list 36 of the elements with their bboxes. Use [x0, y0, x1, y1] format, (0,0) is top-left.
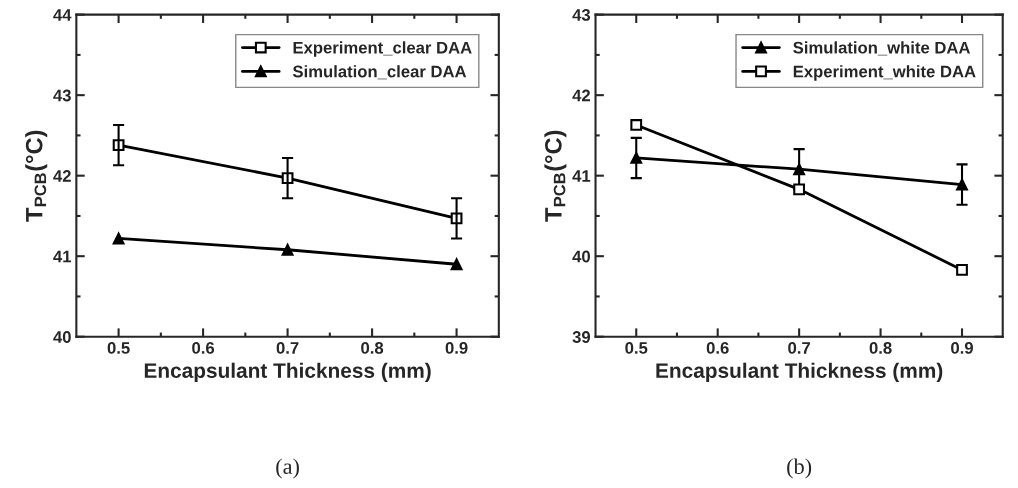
- y-tick-label: 41: [53, 250, 72, 263]
- x-axis-title: Encapsulant Thickness (mm): [144, 362, 431, 383]
- y-tick-label: 43: [53, 89, 71, 102]
- x-tick-label: 0.5: [107, 342, 130, 354]
- point: [450, 258, 463, 271]
- x-tick-label: 0.8: [869, 342, 892, 354]
- x-tick-label: 0.9: [951, 342, 973, 354]
- y-tick-label: 42: [53, 170, 71, 182]
- x-tick-label: 0.5: [625, 342, 648, 354]
- legend-label: Experiment_clear DAA: [293, 41, 472, 57]
- point: [112, 232, 125, 245]
- y-tick-label: 43: [572, 9, 591, 21]
- x-tick-label: 0.7: [788, 342, 810, 354]
- x-axis-title: Encapsulant Thickness (mm): [656, 362, 943, 383]
- y-tick-label: 44: [53, 9, 72, 21]
- y-tick-label: 40: [572, 250, 590, 263]
- y-tick-label: 41: [572, 170, 591, 182]
- point: [281, 243, 294, 256]
- y-tick-label: 39: [572, 331, 591, 343]
- x-tick-label: 0.6: [192, 342, 215, 354]
- x-tick-label: 0.8: [361, 342, 384, 354]
- legend-label: Simulation_clear DAA: [292, 65, 467, 80]
- text: (b): [787, 458, 812, 479]
- legend-label: Experiment_white DAA: [793, 65, 976, 81]
- point: [630, 119, 643, 131]
- x-tick-label: 0.7: [276, 342, 299, 354]
- y-tick-label: 42: [572, 89, 590, 102]
- x-tick-label: 0.6: [706, 342, 729, 354]
- point: [793, 183, 806, 196]
- y-tick-label: 40: [53, 331, 71, 343]
- x-tick-label: 0.9: [445, 342, 468, 354]
- y-axis-title: T$_{PCB}$(°C): [544, 130, 567, 222]
- point: [956, 263, 968, 276]
- y-axis-title: T$_{PCB}$(°C): [25, 130, 48, 222]
- legend-label: Simulation_white DAA: [793, 41, 971, 56]
- text: (a): [276, 458, 299, 479]
